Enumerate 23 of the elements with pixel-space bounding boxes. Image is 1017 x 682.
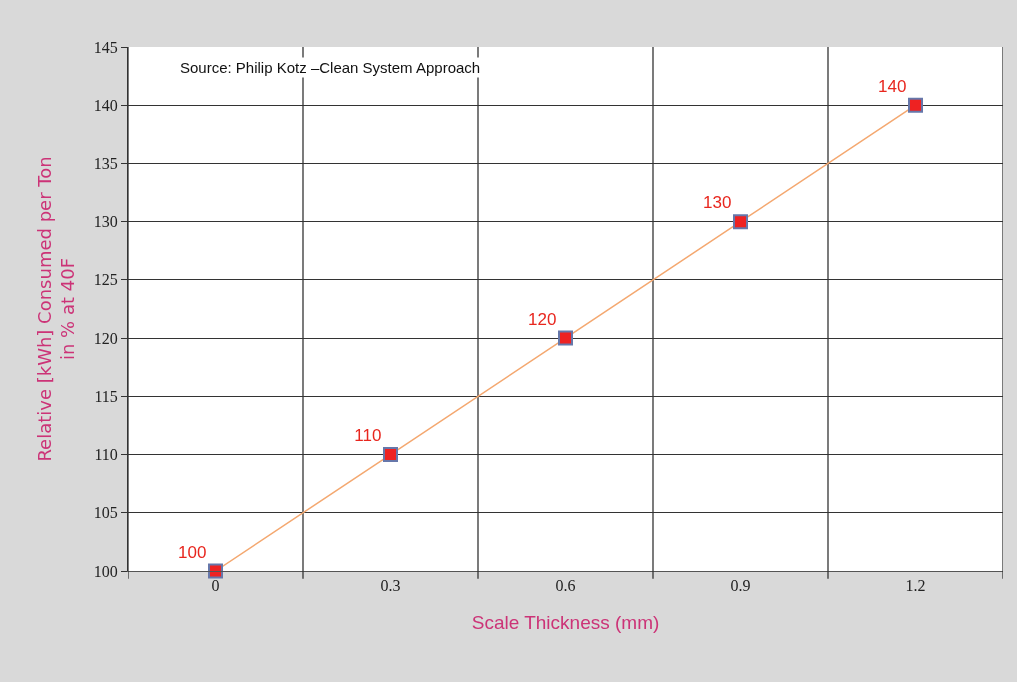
y-tick-label: 140 bbox=[93, 96, 118, 114]
y-tick-label: 130 bbox=[93, 213, 118, 231]
data-label: 120 bbox=[528, 309, 557, 329]
y-axis-title: Relative [kWh] Consumed per Ton in % at 40F bbox=[33, 156, 78, 462]
annotation: Source: Philip Kotz –Clean System Approach bbox=[180, 59, 481, 76]
x-tick-label: 0.9 bbox=[730, 577, 751, 595]
x-tick-label: 0.3 bbox=[380, 577, 401, 595]
data-label: 140 bbox=[878, 76, 907, 96]
y-tick-label: 115 bbox=[94, 387, 118, 405]
x-axis-title: Scale Thickness (mm) bbox=[471, 612, 660, 633]
x-tick-label: 0.6 bbox=[555, 577, 576, 595]
data-label: 110 bbox=[354, 426, 382, 446]
y-tick-label: 110 bbox=[94, 446, 118, 464]
x-tick-label: 0 bbox=[211, 577, 220, 595]
y-tick-label: 105 bbox=[93, 504, 118, 522]
y-tick-label: 135 bbox=[93, 155, 118, 173]
y-tick-label: 145 bbox=[93, 38, 118, 56]
x-tick-label: 1.2 bbox=[905, 577, 926, 595]
y-tick-label: 120 bbox=[93, 329, 118, 347]
y-tick-label: 125 bbox=[93, 271, 118, 289]
data-label: 100 bbox=[178, 542, 207, 562]
y-tick-label: 100 bbox=[93, 562, 118, 580]
data-label: 130 bbox=[703, 193, 732, 213]
